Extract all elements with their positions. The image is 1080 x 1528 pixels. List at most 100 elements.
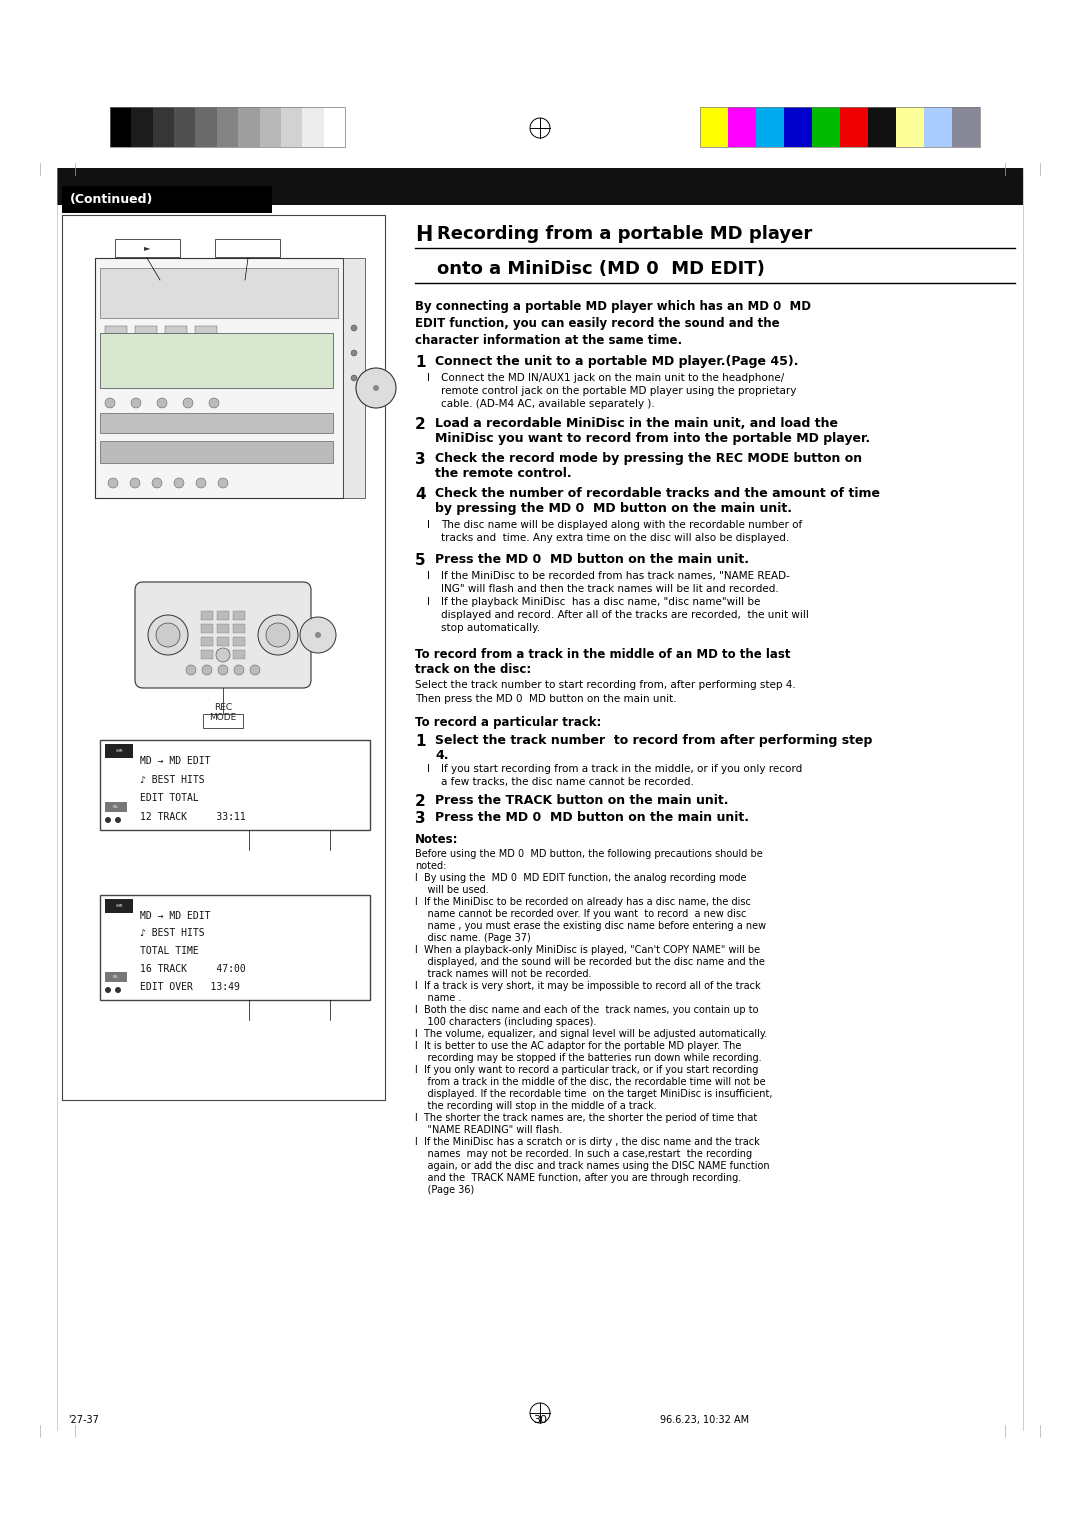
Bar <box>132 107 152 147</box>
Bar <box>239 107 259 147</box>
Bar <box>840 107 868 147</box>
Text: (Page 36): (Page 36) <box>415 1186 474 1195</box>
Text: Check the record mode by pressing the REC MODE button on: Check the record mode by pressing the RE… <box>435 452 862 465</box>
Circle shape <box>130 478 140 487</box>
Text: Select the track number to start recording from, after performing step 4.: Select the track number to start recordi… <box>415 680 796 691</box>
Circle shape <box>351 325 357 332</box>
Text: l  The shorter the track names are, the shorter the period of time that: l The shorter the track names are, the s… <box>415 1112 757 1123</box>
Text: l: l <box>427 571 430 581</box>
Bar <box>201 649 213 659</box>
Bar <box>95 258 343 498</box>
Bar <box>324 107 345 147</box>
Bar <box>195 325 217 338</box>
Bar <box>259 107 281 147</box>
Text: l  Both the disc name and each of the  track names, you contain up to: l Both the disc name and each of the tra… <box>415 1005 758 1015</box>
Text: Press the MD 0  MD button on the main unit.: Press the MD 0 MD button on the main uni… <box>435 811 750 824</box>
Text: ♪ BEST HITS: ♪ BEST HITS <box>140 775 204 784</box>
Circle shape <box>174 478 184 487</box>
Text: displayed, and the sound will be recorded but the disc name and the: displayed, and the sound will be recorde… <box>415 957 765 967</box>
Circle shape <box>114 817 121 824</box>
Text: recording may be stopped if the batteries run down while recording.: recording may be stopped if the batterie… <box>415 1053 761 1063</box>
Bar <box>110 107 345 147</box>
Text: remote control jack on the portable MD player using the proprietary: remote control jack on the portable MD p… <box>441 387 796 396</box>
Circle shape <box>152 478 162 487</box>
Text: ♪ BEST HITS: ♪ BEST HITS <box>140 929 204 938</box>
Circle shape <box>195 478 206 487</box>
Text: Press the MD 0  MD button on the main unit.: Press the MD 0 MD button on the main uni… <box>435 553 750 565</box>
Circle shape <box>300 617 336 652</box>
Text: If the playback MiniDisc  has a disc name, "disc name"will be: If the playback MiniDisc has a disc name… <box>441 597 760 607</box>
Text: By connecting a portable MD player which has an MD 0  MD: By connecting a portable MD player which… <box>415 299 811 313</box>
Text: names  may not be recorded. In such a case,restart  the recording: names may not be recorded. In such a cas… <box>415 1149 752 1160</box>
Text: tracks and  time. Any extra time on the disc will also be displayed.: tracks and time. Any extra time on the d… <box>441 533 789 542</box>
Text: name .: name . <box>415 993 461 1002</box>
Text: 4: 4 <box>415 487 426 503</box>
Text: '27-37: '27-37 <box>68 1415 99 1426</box>
FancyBboxPatch shape <box>135 582 311 688</box>
Text: l: l <box>427 764 430 775</box>
Text: l  If you only want to record a particular track, or if you start recording: l If you only want to record a particula… <box>415 1065 758 1076</box>
Bar <box>203 714 243 727</box>
Text: l  If a track is very short, it may be impossible to record all of the track: l If a track is very short, it may be im… <box>415 981 760 992</box>
Bar <box>100 442 333 463</box>
Text: stop automatically.: stop automatically. <box>441 623 540 633</box>
Circle shape <box>148 614 188 656</box>
Text: Load a recordable MiniDisc in the main unit, and load the: Load a recordable MiniDisc in the main u… <box>435 417 838 429</box>
Bar <box>201 637 213 646</box>
Text: 1: 1 <box>415 354 426 370</box>
Text: Connect the unit to a portable MD player.(Page 45).: Connect the unit to a portable MD player… <box>435 354 798 368</box>
Bar <box>217 623 229 633</box>
Bar <box>62 215 384 1100</box>
Bar <box>114 238 180 257</box>
Text: To record a particular track:: To record a particular track: <box>415 717 602 729</box>
Bar <box>62 186 272 212</box>
Text: a few tracks, the disc name cannot be recorded.: a few tracks, the disc name cannot be re… <box>441 778 693 787</box>
Circle shape <box>356 368 396 408</box>
Bar <box>951 107 980 147</box>
Bar <box>343 258 365 498</box>
Circle shape <box>108 478 118 487</box>
Bar <box>728 107 756 147</box>
Circle shape <box>234 665 244 675</box>
Bar <box>302 107 324 147</box>
Text: l  If the MiniDisc to be recorded on already has a disc name, the disc: l If the MiniDisc to be recorded on alre… <box>415 897 751 908</box>
Text: again, or add the disc and track names using the DISC NAME function: again, or add the disc and track names u… <box>415 1161 770 1170</box>
Bar <box>217 107 239 147</box>
Text: and the  TRACK NAME function, after you are through recording.: and the TRACK NAME function, after you a… <box>415 1174 741 1183</box>
Bar <box>217 649 229 659</box>
Circle shape <box>156 623 180 646</box>
Text: VOL: VOL <box>112 805 119 808</box>
Text: H: H <box>415 225 432 244</box>
Bar <box>700 107 980 147</box>
Bar <box>201 611 213 620</box>
Text: l: l <box>427 373 430 384</box>
Text: MD → MD EDIT: MD → MD EDIT <box>140 756 211 766</box>
Text: Connect the MD IN/AUX1 jack on the main unit to the headphone/: Connect the MD IN/AUX1 jack on the main … <box>441 373 784 384</box>
Bar <box>201 623 213 633</box>
Circle shape <box>216 648 230 662</box>
Text: MiniDisc you want to record from into the portable MD player.: MiniDisc you want to record from into th… <box>435 432 870 445</box>
Bar <box>700 107 728 147</box>
Bar <box>233 637 245 646</box>
Text: Select the track number  to record from after performing step: Select the track number to record from a… <box>435 733 873 747</box>
Text: the remote control.: the remote control. <box>435 468 571 480</box>
Text: 3: 3 <box>415 452 426 468</box>
Bar <box>233 623 245 633</box>
Text: disc name. (Page 37): disc name. (Page 37) <box>415 934 530 943</box>
Bar <box>110 107 132 147</box>
Circle shape <box>131 397 141 408</box>
Text: character information at the same time.: character information at the same time. <box>415 335 683 347</box>
Bar <box>105 744 133 758</box>
Bar <box>105 325 127 338</box>
Text: 100 characters (including spaces).: 100 characters (including spaces). <box>415 1018 596 1027</box>
Circle shape <box>218 478 228 487</box>
Bar <box>217 637 229 646</box>
Bar <box>924 107 951 147</box>
Circle shape <box>266 623 291 646</box>
Bar <box>135 325 157 338</box>
Text: track names will not be recorded.: track names will not be recorded. <box>415 969 592 979</box>
Text: MD → MD EDIT: MD → MD EDIT <box>140 911 211 920</box>
Circle shape <box>105 397 114 408</box>
Circle shape <box>351 374 357 380</box>
Bar <box>233 649 245 659</box>
